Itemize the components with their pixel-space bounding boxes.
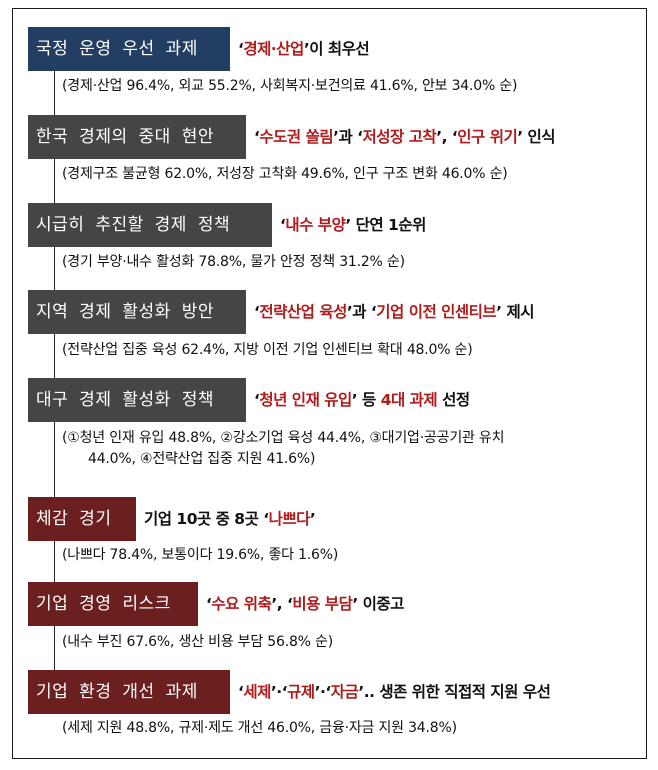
headline-text: ’, ‘	[436, 128, 458, 146]
headline-text: ’.. 생존 위한 직접적 지원 우선	[358, 683, 551, 701]
section-label-business-risk: 기업 경영 리스크	[28, 582, 198, 626]
section-detail-economic-issues: (경제구조 불균형 62.0%, 저성장 고착화 49.6%, 인구 구조 변화…	[62, 166, 508, 182]
headline-highlight: 자금	[330, 683, 359, 701]
headline-text: ‘	[280, 216, 286, 234]
headline-highlight: 청년 인재 유입	[259, 391, 352, 409]
headline-highlight: 내수 부양	[285, 216, 346, 234]
section-headline-regional-economy: ‘전략산업 육성’과 ‘기업 이전 인센티브’ 제시	[254, 290, 534, 334]
section-detail-national-priority: (경제·산업 96.4%, 외교 55.2%, 사회복지·보건의료 41.6%,…	[62, 78, 518, 94]
section-detail-daegu-policy-line2: 44.0%, ④전략산업 집중 지원 41.6%)	[88, 451, 316, 467]
headline-text: ’ 등	[351, 391, 381, 409]
headline-highlight: 나쁘다	[268, 510, 311, 528]
headline-text: ‘	[206, 595, 212, 613]
section-detail-business-sentiment: (나쁘다 78.4%, 보통이다 19.6%, 좋다 1.6%)	[62, 547, 339, 563]
section-headline-economic-issues: ‘수도권 쏠림’과 ‘저성장 고착’, ‘인구 위기’ 인식	[254, 115, 556, 159]
survey-summary-frame	[12, 8, 647, 759]
section-headline-urgent-policy: ‘내수 부양’ 단연 1순위	[280, 203, 426, 247]
headline-text: ’ 제시	[496, 303, 534, 321]
headline-text: ’ 이중고	[352, 595, 404, 613]
headline-text: ‘	[238, 40, 244, 58]
section-detail-business-environment: (세제 지원 48.8%, 규제·제도 개선 46.0%, 금융·자금 지원 3…	[62, 720, 457, 736]
headline-text: ’, ‘	[271, 595, 293, 613]
headline-text: ’	[309, 510, 316, 528]
section-label-business-environment: 기업 환경 개선 과제	[28, 670, 230, 714]
headline-text: ’과 ‘	[346, 303, 377, 321]
section-label-urgent-policy: 시급히 추진할 경제 정책	[28, 203, 272, 247]
section-label-business-sentiment: 체감 경기	[28, 497, 136, 541]
headline-highlight: 4대 과제	[380, 391, 438, 409]
headline-text: ’과 ‘	[333, 128, 363, 146]
headline-highlight: 규제	[287, 683, 315, 701]
headline-text: 기업 10곳 중 8곳 ‘	[144, 510, 269, 528]
headline-text: ‘	[254, 391, 260, 409]
headline-highlight: 저성장 고착	[362, 128, 437, 146]
timeline-connector-line	[54, 70, 55, 670]
section-detail-business-risk: (내수 부진 67.6%, 생산 비용 부담 56.8% 순)	[62, 634, 333, 650]
section-label-daegu-policy: 대구 경제 활성화 정책	[28, 378, 246, 422]
headline-highlight: 인구 위기	[457, 128, 518, 146]
headline-text: ‘	[238, 683, 244, 701]
headline-highlight: 수요 위축	[211, 595, 272, 613]
headline-highlight: 기업 이전 인센티브	[376, 303, 497, 321]
headline-text: ’이 최우선	[303, 40, 370, 58]
headline-text: ’·‘	[314, 683, 332, 701]
section-headline-business-sentiment: 기업 10곳 중 8곳 ‘나쁘다’	[144, 497, 316, 541]
section-label-national-priority: 국정 운영 우선 과제	[28, 27, 230, 71]
headline-text: ’·‘	[270, 683, 288, 701]
headline-highlight: 전략산업 육성	[259, 303, 347, 321]
headline-text: ’ 단연 1순위	[345, 216, 426, 234]
headline-highlight: 세제	[243, 683, 271, 701]
section-headline-national-priority: ‘경제·산업’이 최우선	[238, 27, 370, 71]
section-label-regional-economy: 지역 경제 활성화 방안	[28, 290, 246, 334]
headline-text: ‘	[254, 303, 260, 321]
headline-highlight: 수도권 쏠림	[259, 128, 334, 146]
section-detail-regional-economy: (전략산업 집중 육성 62.4%, 지방 이전 기업 인센티브 확대 48.0…	[62, 342, 473, 358]
headline-highlight: 경제·산업	[243, 40, 304, 58]
section-headline-business-environment: ‘세제’·‘규제’·‘자금’.. 생존 위한 직접적 지원 우선	[238, 670, 551, 714]
headline-text: 선정	[437, 391, 470, 409]
headline-text: ‘	[254, 128, 260, 146]
section-headline-daegu-policy: ‘청년 인재 유입’ 등 4대 과제 선정	[254, 378, 470, 422]
headline-text: ’ 인식	[517, 128, 556, 146]
section-label-economic-issues: 한국 경제의 중대 현안	[28, 115, 246, 159]
section-detail-daegu-policy-line1: (①청년 인재 유입 48.8%, ②강소기업 육성 44.4%, ③대기업·공…	[62, 430, 505, 446]
headline-highlight: 비용 부담	[292, 595, 353, 613]
section-detail-urgent-policy: (경기 부양·내수 활성화 78.8%, 물가 안정 정책 31.2% 순)	[62, 254, 405, 270]
section-headline-business-risk: ‘수요 위축’, ‘비용 부담’ 이중고	[206, 582, 404, 626]
